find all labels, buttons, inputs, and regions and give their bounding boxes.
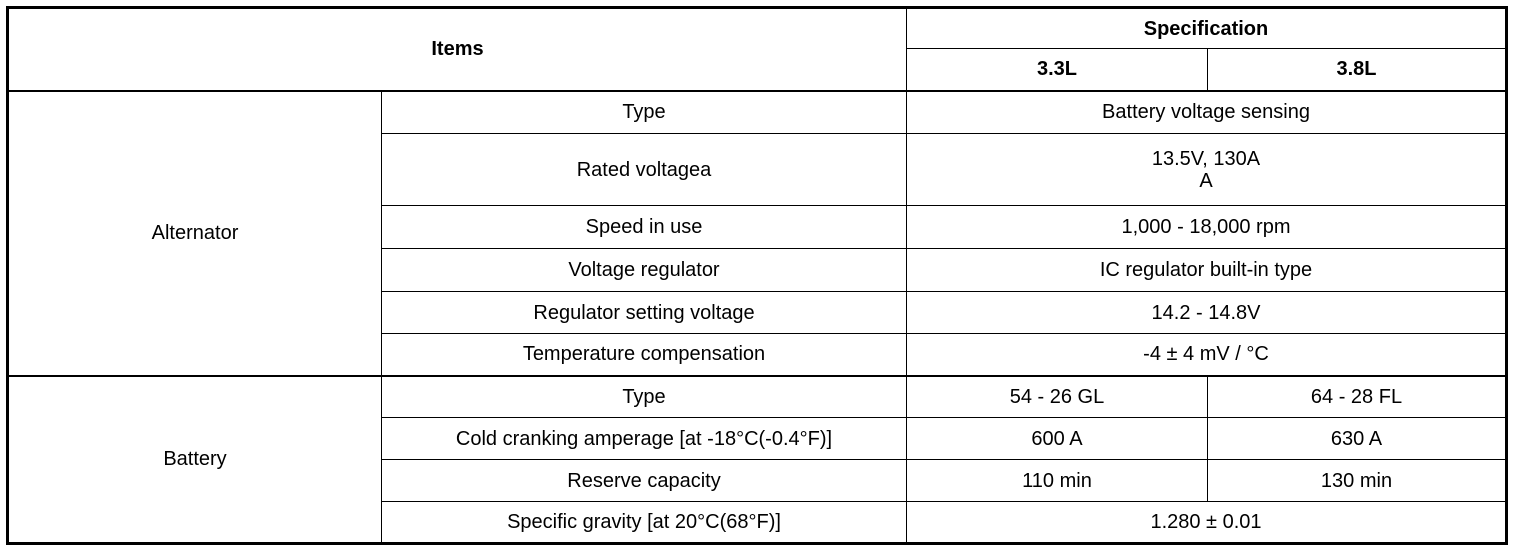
value-text: 54 - 26 GL	[1009, 385, 1105, 408]
table-row: Temperature compensation -4 ± 4 mV / °C	[8, 333, 1507, 376]
value-cell: 600 A	[906, 417, 1208, 460]
table-row: Alternator Type Battery voltage sensing	[7, 89, 1507, 376]
header-cell: Items	[7, 7, 907, 91]
item-cell: Regulator setting voltage	[381, 291, 907, 334]
table-row: 3.3L 3.8L	[8, 48, 1507, 91]
value-text: 130 min	[1320, 469, 1393, 492]
value-cell: 54 - 26 GL	[906, 374, 1208, 418]
value-text: 110 min	[1022, 469, 1092, 492]
item-cell: Specific gravity [at 20°C(68°F)]	[381, 501, 907, 544]
value-cell: 64 - 28 FL	[1207, 374, 1507, 418]
value-cell: 130 min	[1207, 459, 1507, 502]
value-text: -4 ± 4 mV / °C	[1143, 343, 1269, 366]
table-row: Battery Type 54 - 26 GL 64 - 28 FL	[7, 374, 1507, 544]
item-cell: Type	[381, 89, 907, 134]
value-text: 14.2 - 14.8V	[1151, 301, 1261, 324]
group-cell: Alternator	[7, 89, 382, 376]
value-text: 13.5V, 130A	[1151, 147, 1261, 170]
group-cell: Battery	[7, 374, 382, 544]
value-cell: 1,000 - 18,000 rpm	[906, 205, 1507, 249]
header-cell: Specification	[906, 7, 1507, 49]
item-cell: Speed in use	[381, 205, 907, 249]
header-cell: 3.3L	[906, 48, 1208, 91]
value-cell: 13.5V, 130A A	[906, 133, 1507, 206]
table-row: Items Specification	[7, 7, 1507, 91]
table-row: Specific gravity [at 20°C(68°F)] 1.280 ± …	[8, 501, 1507, 544]
item-cell: Voltage regulator	[381, 248, 907, 292]
item-cell: Type	[381, 374, 907, 418]
value-cell: -4 ± 4 mV / °C	[906, 333, 1507, 376]
value-text: 1,000 - 18,000 rpm	[1121, 216, 1291, 238]
item-cell: Reserve capacity	[381, 459, 907, 502]
header-cell: 3.8L	[1207, 48, 1507, 91]
table-row: Rated voltagea 13.5V, 130A A	[8, 133, 1507, 206]
value-cell: 110 min	[906, 459, 1208, 502]
item-cell: Temperature compensation	[381, 333, 907, 376]
value-text: 630 A	[1330, 427, 1383, 450]
value-text: 600 A	[1031, 427, 1083, 450]
table-row: Speed in use 1,000 - 18,000 rpm	[8, 205, 1507, 249]
table-row: Reserve capacity 110 min 130 min	[8, 459, 1507, 502]
table-row: Voltage regulator IC regulator built-in t…	[8, 248, 1507, 292]
value-text: 64 - 28 FL	[1310, 385, 1403, 408]
value-cell: 1.280 ± 0.01	[906, 501, 1507, 544]
spec-table: Items Specification 3.3L 3.8L Alternator Type…	[6, 6, 1508, 545]
value-cell: 630 A	[1207, 417, 1507, 460]
value-cell: IC regulator built-in type	[906, 248, 1507, 292]
value-cell: Battery voltage sensing	[906, 89, 1507, 134]
value-text: 1.280 ± 0.01	[1150, 511, 1262, 533]
item-cell: Rated voltagea	[381, 133, 907, 206]
value-cell: 14.2 - 14.8V	[906, 291, 1507, 334]
value-text: A	[1199, 169, 1213, 192]
item-cell: Cold cranking amperage [at -18°C(-0.4°F)…	[381, 417, 907, 460]
value-text: IC regulator built-in type	[1099, 259, 1313, 281]
value-text: Battery voltage sensing	[1102, 101, 1310, 124]
